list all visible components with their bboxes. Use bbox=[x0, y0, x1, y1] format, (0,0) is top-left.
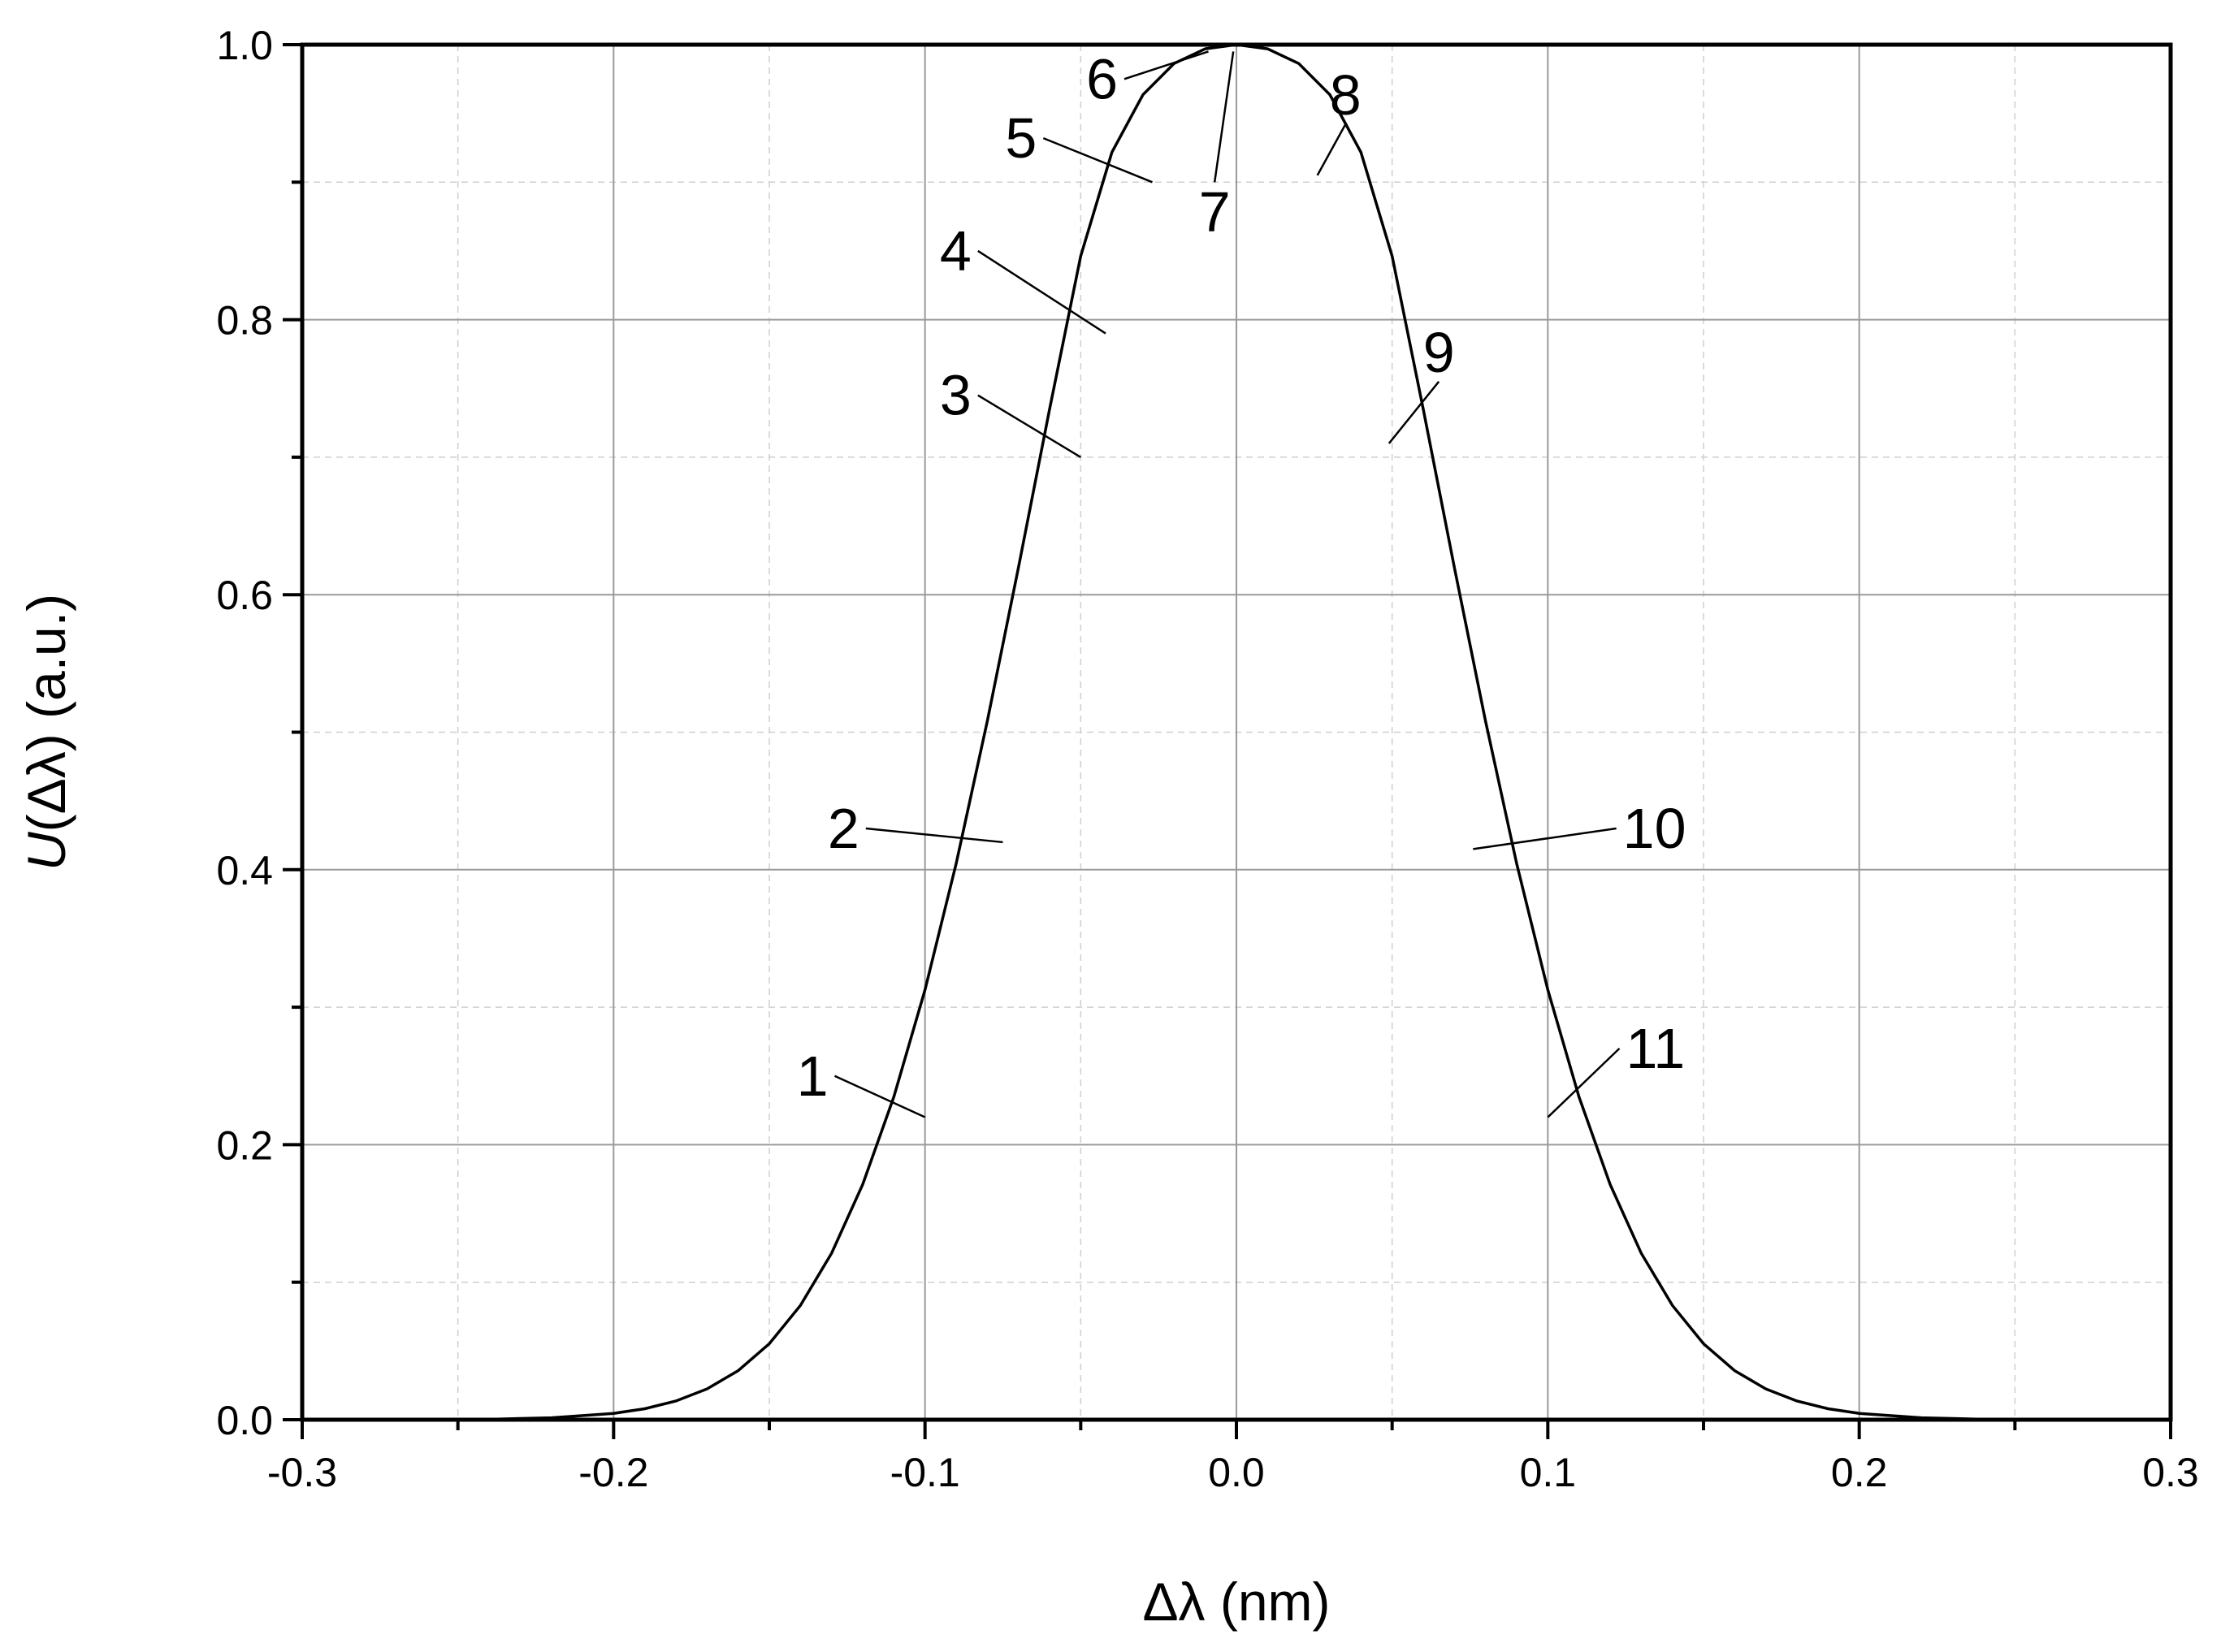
axis-ticks bbox=[283, 43, 2172, 1439]
annotation-label: 9 bbox=[1423, 321, 1455, 384]
tick-labels: -0.3 -0.2 -0.1 0.0 0.1 0.2 0.3 0.0 0.2 0.4 0.6 0.8 1… bbox=[216, 23, 2198, 1495]
y-tick-label: 0.6 bbox=[216, 573, 273, 618]
annotation-label: 1 bbox=[797, 1044, 829, 1108]
annotations: 1 2 3 456 7 8 9 10 11 bbox=[797, 47, 1686, 1118]
y-tick-label: 0.4 bbox=[216, 848, 273, 893]
annotation-label: 3 bbox=[940, 364, 972, 427]
y-tick-label: 1.0 bbox=[216, 23, 273, 68]
annotation-label: 5 bbox=[1005, 106, 1037, 170]
x-tick-label: -0.1 bbox=[890, 1450, 960, 1495]
annotation-leader-line bbox=[1547, 1047, 1621, 1118]
annotation-leader-line bbox=[833, 1075, 926, 1118]
y-tick-label: 0.8 bbox=[216, 298, 273, 344]
x-tick-label: 0.1 bbox=[1520, 1450, 1577, 1495]
y-tick-label: 0.2 bbox=[216, 1122, 273, 1168]
grid bbox=[301, 44, 2171, 1421]
annotation-label: 2 bbox=[828, 797, 859, 860]
x-tick-label: 0.0 bbox=[1208, 1450, 1265, 1495]
annotation-leader-line bbox=[1213, 51, 1235, 183]
annotation-leader-line bbox=[1388, 381, 1440, 444]
y-axis-title-symbol: U bbox=[16, 832, 76, 871]
annotation-label: 4 bbox=[940, 219, 972, 283]
y-axis-title: U(Δλ) (a.u.) bbox=[16, 594, 76, 871]
y-axis-title-rest: (Δλ) (a.u.) bbox=[16, 594, 76, 832]
x-axis-title: Δλ (nm) bbox=[1142, 1572, 1330, 1632]
x-tick-label: 0.3 bbox=[2142, 1450, 2199, 1495]
annotation-leader-line bbox=[1123, 50, 1209, 80]
x-tick-label: -0.3 bbox=[267, 1450, 337, 1495]
annotation-label: 7 bbox=[1199, 179, 1231, 243]
annotation-leader-line bbox=[1042, 136, 1153, 184]
x-tick-label: -0.2 bbox=[578, 1450, 648, 1495]
annotation-label: 10 bbox=[1623, 797, 1686, 860]
y-tick-label: 0.0 bbox=[216, 1398, 273, 1443]
annotation-leader-line bbox=[977, 249, 1106, 335]
annotation-label: 6 bbox=[1086, 47, 1118, 110]
annotation-label: 8 bbox=[1330, 63, 1362, 127]
annotation-leader-line bbox=[865, 827, 1003, 844]
x-tick-label: 0.2 bbox=[1831, 1450, 1888, 1495]
annotation-leader-line bbox=[1473, 827, 1617, 850]
annotation-leader-line bbox=[977, 394, 1081, 458]
annotation-leader-line bbox=[1316, 123, 1347, 176]
annotation-label: 11 bbox=[1626, 1017, 1686, 1080]
